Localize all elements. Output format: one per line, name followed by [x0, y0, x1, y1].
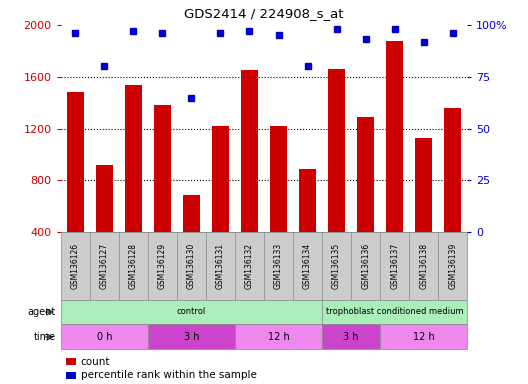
Bar: [183, 195, 200, 232]
Text: trophoblast conditioned medium: trophoblast conditioned medium: [326, 308, 464, 316]
Bar: [96, 165, 113, 232]
Text: GSM136139: GSM136139: [448, 243, 457, 289]
Text: GSM136132: GSM136132: [245, 243, 254, 289]
Text: GDS2414 / 224908_s_at: GDS2414 / 224908_s_at: [184, 7, 344, 20]
Text: time: time: [33, 332, 55, 342]
Bar: [125, 84, 142, 232]
Bar: [328, 69, 345, 232]
Text: 3 h: 3 h: [343, 332, 359, 342]
Text: GSM136134: GSM136134: [303, 243, 312, 289]
Bar: [212, 126, 229, 232]
Text: GSM136129: GSM136129: [158, 243, 167, 289]
Bar: [444, 108, 461, 232]
Text: 0 h: 0 h: [97, 332, 112, 342]
Bar: [415, 138, 432, 232]
Text: GSM136133: GSM136133: [274, 243, 283, 289]
Bar: [270, 126, 287, 232]
Text: GSM136136: GSM136136: [361, 243, 370, 289]
Bar: [67, 92, 84, 232]
Bar: [154, 105, 171, 232]
Bar: [241, 70, 258, 232]
Text: GSM136137: GSM136137: [390, 243, 399, 289]
Text: GSM136135: GSM136135: [332, 243, 341, 289]
Text: agent: agent: [27, 307, 55, 317]
Text: GSM136126: GSM136126: [71, 243, 80, 289]
Text: 12 h: 12 h: [268, 332, 289, 342]
Bar: [386, 40, 403, 232]
Bar: [299, 169, 316, 232]
Text: GSM136130: GSM136130: [187, 243, 196, 289]
Text: GSM136131: GSM136131: [216, 243, 225, 289]
Text: count: count: [81, 356, 110, 367]
Text: percentile rank within the sample: percentile rank within the sample: [81, 370, 257, 381]
Text: GSM136128: GSM136128: [129, 243, 138, 289]
Text: 3 h: 3 h: [184, 332, 199, 342]
Text: GSM136138: GSM136138: [419, 243, 428, 289]
Text: GSM136127: GSM136127: [100, 243, 109, 289]
Text: 12 h: 12 h: [413, 332, 435, 342]
Bar: [357, 117, 374, 232]
Text: control: control: [177, 308, 206, 316]
